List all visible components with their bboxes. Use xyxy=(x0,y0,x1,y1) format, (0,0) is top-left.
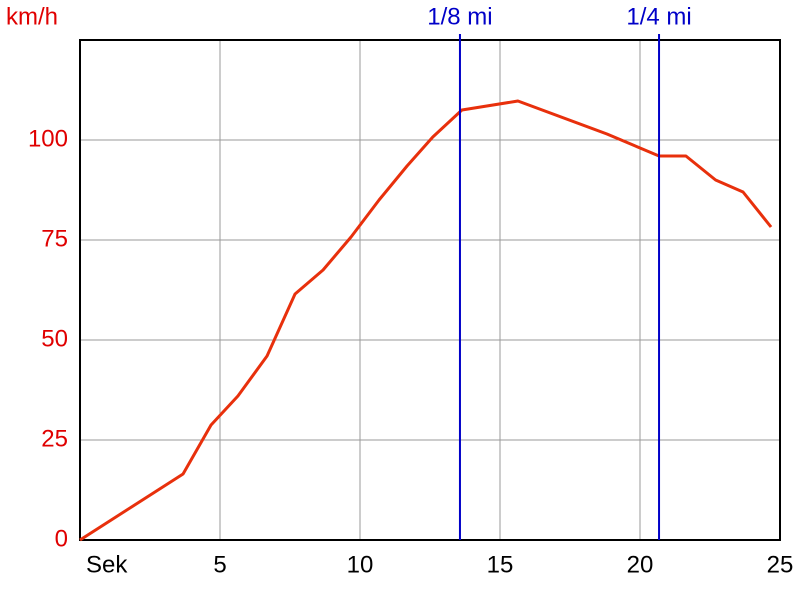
y-tick-label: 75 xyxy=(41,225,68,252)
x-tick-label: 20 xyxy=(627,551,654,578)
marker-label: 1/8 mi xyxy=(427,3,492,30)
x-tick-label: Sek xyxy=(86,551,128,578)
x-tick-label: 25 xyxy=(767,551,794,578)
y-axis-label: km/h xyxy=(6,3,58,30)
y-tick-label: 100 xyxy=(28,125,68,152)
y-tick-label: 25 xyxy=(41,425,68,452)
line xyxy=(79,99,773,542)
x-tick-label: 10 xyxy=(347,551,374,578)
y-tick-label: 50 xyxy=(41,325,68,352)
x-tick-label: 15 xyxy=(487,551,514,578)
x-tick-label: 5 xyxy=(213,551,226,578)
marker-label: 1/4 mi xyxy=(626,3,691,30)
y-tick-label: 0 xyxy=(55,525,68,552)
plot-frame xyxy=(79,39,781,541)
